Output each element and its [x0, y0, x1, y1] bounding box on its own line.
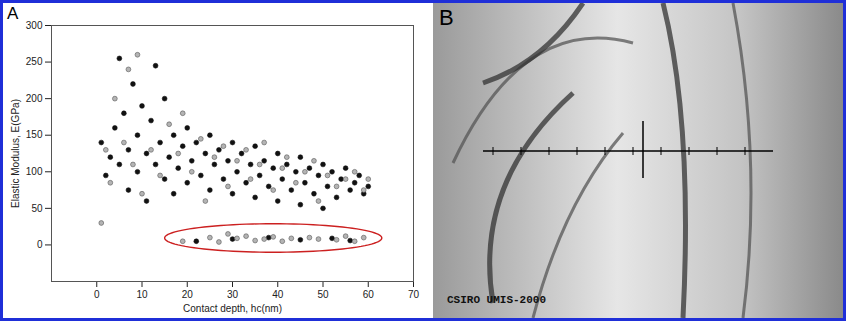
svg-text:B: B: [439, 5, 454, 30]
svg-text:20: 20: [182, 289, 194, 300]
svg-text:50: 50: [317, 289, 329, 300]
svg-text:250: 250: [26, 56, 43, 67]
svg-text:200: 200: [26, 93, 43, 104]
svg-text:30: 30: [227, 289, 239, 300]
svg-text:10: 10: [136, 289, 148, 300]
html-text:A: A: [7, 4, 19, 23]
svg-text:300: 300: [26, 20, 43, 31]
svg-text:100: 100: [26, 166, 43, 177]
svg-text:150: 150: [26, 129, 43, 140]
svg-text:0: 0: [94, 289, 100, 300]
svg-text:CSIRO UMIS-2000: CSIRO UMIS-2000: [447, 294, 546, 306]
svg-text:50: 50: [31, 203, 43, 214]
svg-text:70: 70: [408, 289, 420, 300]
svg-text:40: 40: [272, 289, 284, 300]
svg-text:60: 60: [363, 289, 375, 300]
svg-text:Elastic Modulus, E(GPa): Elastic Modulus, E(GPa): [10, 99, 21, 208]
svg-text:0: 0: [37, 239, 43, 250]
svg-text:Contact depth, hc(nm): Contact depth, hc(nm): [183, 303, 282, 314]
